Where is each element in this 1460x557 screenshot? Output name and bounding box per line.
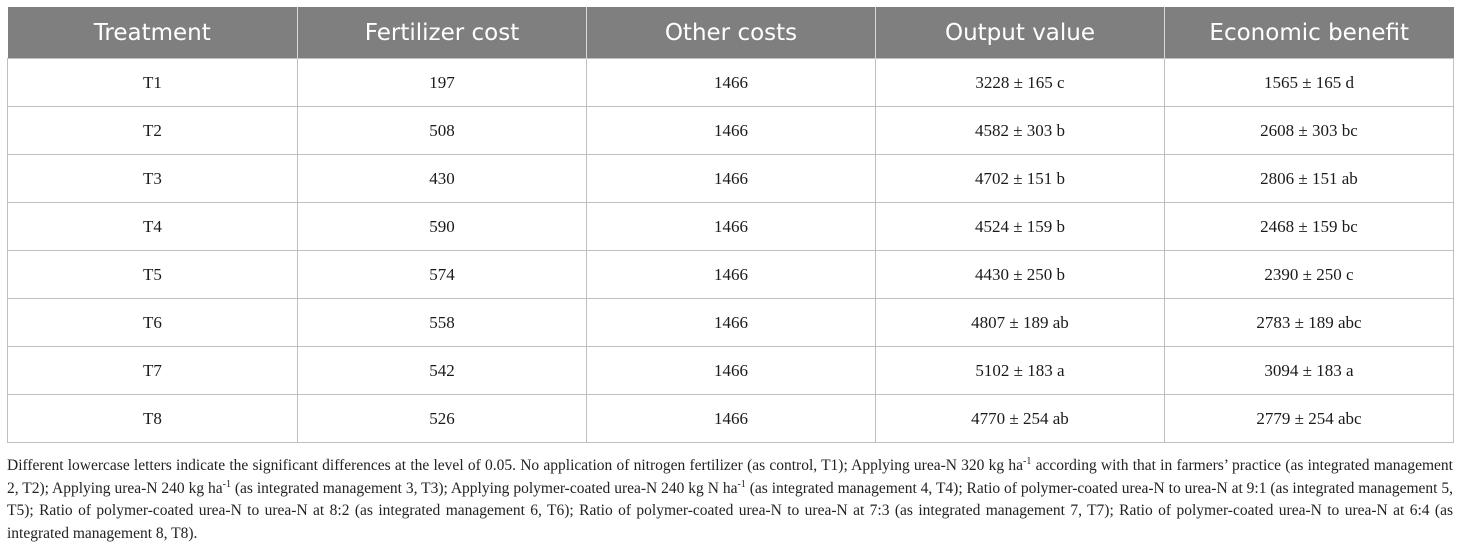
table-footnote: Different lowercase letters indicate the… xyxy=(7,455,1453,545)
cell-other-costs: 1466 xyxy=(586,58,876,107)
cell-other-costs: 1466 xyxy=(586,298,876,347)
cell-economic-benefit: 3094 ± 183 a xyxy=(1164,346,1454,395)
cell-fertilizer-cost: 590 xyxy=(297,202,587,251)
table-row: T3 430 1466 4702 ± 151 b 2806 ± 151 ab xyxy=(7,154,1454,203)
cell-output-value: 5102 ± 183 a xyxy=(875,346,1165,395)
table-row: T8 526 1466 4770 ± 254 ab 2779 ± 254 abc xyxy=(7,394,1454,443)
table-row: T2 508 1466 4582 ± 303 b 2608 ± 303 bc xyxy=(7,106,1454,155)
footnote-text-3: (as integrated management 3, T3); Applyi… xyxy=(230,479,738,497)
cell-output-value: 4702 ± 151 b xyxy=(875,154,1165,203)
cell-treatment: T2 xyxy=(7,106,298,155)
cell-other-costs: 1466 xyxy=(586,154,876,203)
cell-other-costs: 1466 xyxy=(586,394,876,443)
table-row: T7 542 1466 5102 ± 183 a 3094 ± 183 a xyxy=(7,346,1454,395)
cell-output-value: 3228 ± 165 c xyxy=(875,58,1165,107)
cell-economic-benefit: 2783 ± 189 abc xyxy=(1164,298,1454,347)
header-row: Treatment Fertilizer cost Other costs Ou… xyxy=(7,7,1454,59)
table-row: T4 590 1466 4524 ± 159 b 2468 ± 159 bc xyxy=(7,202,1454,251)
cell-economic-benefit: 2390 ± 250 c xyxy=(1164,250,1454,299)
header-treatment: Treatment xyxy=(7,7,298,59)
table-row: T6 558 1466 4807 ± 189 ab 2783 ± 189 abc xyxy=(7,298,1454,347)
cell-output-value: 4524 ± 159 b xyxy=(875,202,1165,251)
cell-fertilizer-cost: 574 xyxy=(297,250,587,299)
cell-output-value: 4582 ± 303 b xyxy=(875,106,1165,155)
cell-other-costs: 1466 xyxy=(586,106,876,155)
header-other-costs: Other costs xyxy=(586,7,876,59)
cell-treatment: T4 xyxy=(7,202,298,251)
footnote-superscript-1: -1 xyxy=(1023,456,1032,467)
footnote-text-1: Different lowercase letters indicate the… xyxy=(7,457,1024,474)
table-header: Treatment Fertilizer cost Other costs Ou… xyxy=(7,7,1454,59)
cell-fertilizer-cost: 508 xyxy=(297,106,587,155)
economic-benefit-table-container: Treatment Fertilizer cost Other costs Ou… xyxy=(7,7,1454,443)
economic-benefit-table: Treatment Fertilizer cost Other costs Ou… xyxy=(7,7,1454,443)
cell-fertilizer-cost: 542 xyxy=(297,346,587,395)
footnote-superscript-3: -1 xyxy=(737,478,746,490)
cell-economic-benefit: 1565 ± 165 d xyxy=(1164,58,1454,107)
cell-treatment: T1 xyxy=(7,58,298,107)
header-fertilizer-cost: Fertilizer cost xyxy=(297,7,587,59)
cell-fertilizer-cost: 558 xyxy=(297,298,587,347)
cell-economic-benefit: 2779 ± 254 abc xyxy=(1164,394,1454,443)
cell-other-costs: 1466 xyxy=(586,202,876,251)
cell-other-costs: 1466 xyxy=(586,250,876,299)
cell-other-costs: 1466 xyxy=(586,346,876,395)
cell-economic-benefit: 2608 ± 303 bc xyxy=(1164,106,1454,155)
cell-fertilizer-cost: 526 xyxy=(297,394,587,443)
cell-treatment: T5 xyxy=(7,250,298,299)
cell-output-value: 4807 ± 189 ab xyxy=(875,298,1165,347)
header-economic-benefit: Economic benefit xyxy=(1164,7,1454,59)
table-row: T1 197 1466 3228 ± 165 c 1565 ± 165 d xyxy=(7,58,1454,107)
cell-economic-benefit: 2468 ± 159 bc xyxy=(1164,202,1454,251)
cell-treatment: T7 xyxy=(7,346,298,395)
cell-output-value: 4770 ± 254 ab xyxy=(875,394,1165,443)
table-row: T5 574 1466 4430 ± 250 b 2390 ± 250 c xyxy=(7,250,1454,299)
cell-fertilizer-cost: 197 xyxy=(297,58,587,107)
cell-treatment: T3 xyxy=(7,154,298,203)
footnote-text-4: (as integrated management 4, T4); Ratio … xyxy=(7,479,1453,542)
cell-output-value: 4430 ± 250 b xyxy=(875,250,1165,299)
cell-treatment: T8 xyxy=(7,394,298,443)
cell-treatment: T6 xyxy=(7,298,298,347)
header-output-value: Output value xyxy=(875,7,1165,59)
footnote-superscript-2: -1 xyxy=(222,478,231,490)
table-body: T1 197 1466 3228 ± 165 c 1565 ± 165 d T2… xyxy=(7,58,1454,443)
footnote-text-2: according with that in farmers’ practice… xyxy=(7,457,1453,497)
cell-economic-benefit: 2806 ± 151 ab xyxy=(1164,154,1454,203)
cell-fertilizer-cost: 430 xyxy=(297,154,587,203)
